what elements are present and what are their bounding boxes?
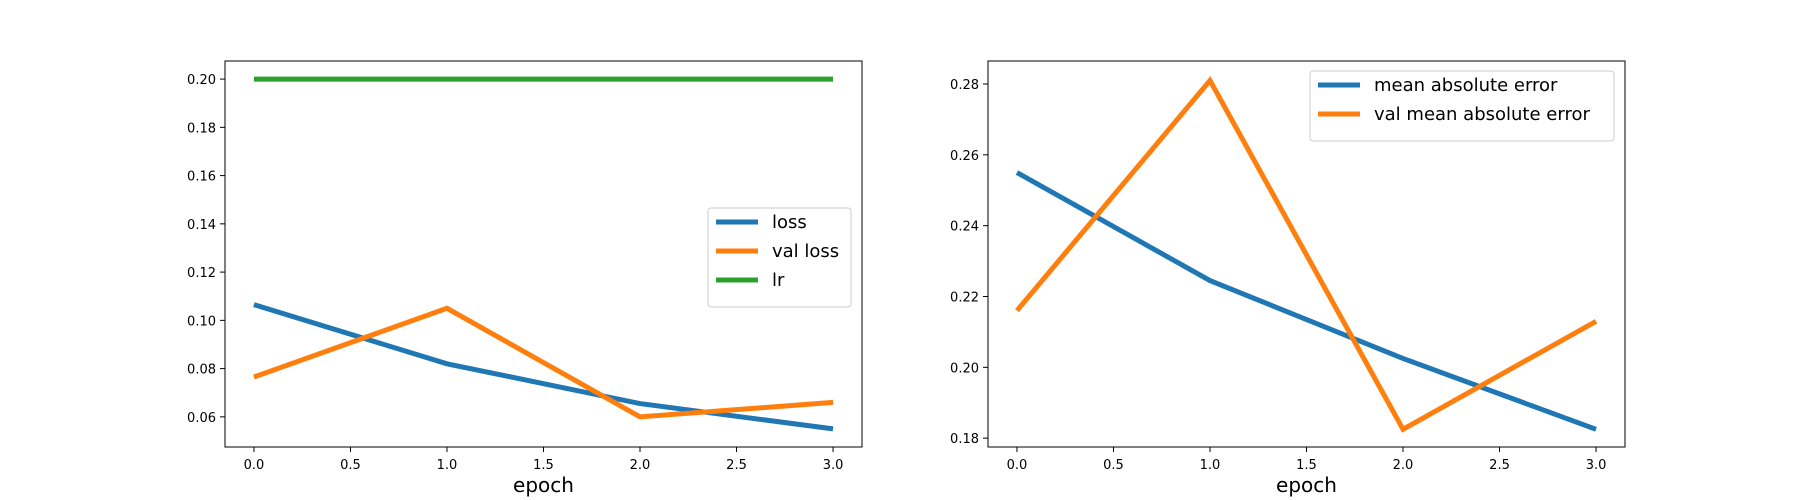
x-tick-label: 0.0 — [1007, 458, 1028, 473]
x-tick-label: 2.0 — [630, 458, 651, 473]
x-tick-label: 1.0 — [1200, 458, 1221, 473]
y-tick-label: 0.22 — [950, 290, 979, 305]
y-tick-label: 0.10 — [187, 314, 216, 329]
y-tick-label: 0.20 — [950, 361, 979, 376]
plot-area — [1015, 76, 1598, 433]
x-tick-label: 1.5 — [1296, 458, 1317, 473]
loss-panel: 0.0 0.5 1.0 1.5 2.0 2.5 3.0 0.06 0.08 0.10 0.12 0.1… — [187, 60, 863, 497]
legend-label: lr — [772, 270, 785, 291]
y-tick-label: 0.16 — [187, 170, 216, 185]
y-tick-label: 0.08 — [187, 363, 216, 378]
y-tick-label: 0.12 — [187, 266, 216, 281]
series-line-val-loss — [253, 305, 834, 420]
x-axis-label: epoch — [513, 473, 574, 497]
legend-label: val mean absolute error — [1374, 104, 1590, 125]
x-tick-label: 0.0 — [244, 458, 265, 473]
legend-box — [1309, 70, 1615, 142]
y-tick-label: 0.26 — [950, 149, 979, 164]
x-axis-label: epoch — [1276, 473, 1337, 497]
x-tick-label: 1.5 — [533, 458, 554, 473]
legend-label: val loss — [772, 241, 839, 262]
x-tick-label: 2.0 — [1393, 458, 1414, 473]
legend: loss val loss lr — [707, 207, 852, 308]
error-panel: 0.0 0.5 1.0 1.5 2.0 2.5 3.0 0.18 0.20 0.22 0.24 0.2… — [950, 60, 1626, 497]
legend: mean absolute error val mean absolute err… — [1309, 70, 1615, 142]
y-tick-label: 0.06 — [187, 411, 216, 426]
y-tick-label: 0.14 — [187, 218, 216, 233]
series-line-loss — [253, 302, 834, 432]
x-tick-label: 0.5 — [340, 458, 361, 473]
x-tick-label: 2.5 — [1489, 458, 1510, 473]
x-tick-label: 1.0 — [437, 458, 458, 473]
x-tick-label: 0.5 — [1103, 458, 1124, 473]
x-tick-label: 3.0 — [823, 458, 844, 473]
x-tick-label: 2.5 — [726, 458, 747, 473]
legend-label: mean absolute error — [1374, 75, 1558, 96]
series-line-val-mean-absolute-error — [1015, 76, 1598, 433]
axes-frame — [224, 60, 863, 448]
y-tick-label: 0.24 — [950, 220, 979, 235]
y-tick-label: 0.18 — [950, 432, 979, 447]
series-line-mean-absolute-error — [1015, 170, 1597, 432]
plot-area — [253, 76, 834, 432]
y-tick-label: 0.28 — [950, 78, 979, 93]
legend-label: loss — [772, 212, 807, 233]
axes-frame — [987, 60, 1626, 448]
y-tick-label: 0.20 — [187, 73, 216, 88]
x-tick-label: 3.0 — [1586, 458, 1607, 473]
y-tick-label: 0.18 — [187, 121, 216, 136]
